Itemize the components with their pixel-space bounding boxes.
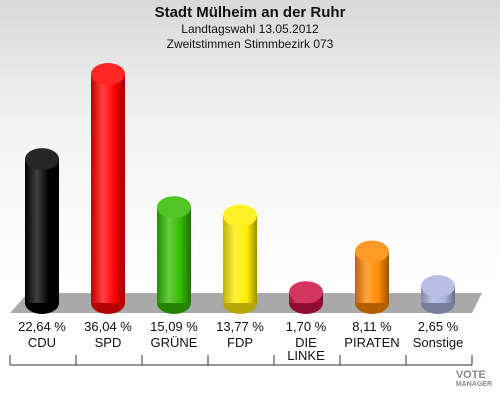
category-label: FDP — [227, 335, 253, 350]
value-label: 36,04 % — [84, 319, 132, 334]
bar-top — [25, 148, 59, 171]
bar-grüne — [157, 196, 191, 314]
bar-die — [289, 281, 323, 314]
category-label-line2: LINKE — [287, 348, 325, 363]
bar-body — [91, 74, 125, 303]
bar-top — [421, 275, 455, 298]
bar-spd — [91, 63, 125, 314]
value-label: 13,77 % — [216, 319, 264, 334]
category-label: PIRATEN — [344, 335, 399, 350]
category-label: CDU — [28, 335, 56, 350]
bar-fdp — [223, 204, 257, 314]
vote-manager-logo: VOTE MANAGER — [456, 370, 492, 390]
bar-piraten — [355, 240, 389, 314]
category-label: GRÜNE — [151, 335, 198, 350]
bar-body — [25, 159, 59, 303]
bar-body — [223, 215, 257, 303]
bar-cdu — [25, 148, 59, 314]
category-label: DIE — [295, 335, 317, 350]
bar-body — [157, 207, 191, 303]
logo-line1: VOTE — [455, 369, 486, 381]
category-label: Sonstige — [413, 335, 464, 350]
bar-sonstige — [421, 275, 455, 314]
bar-top — [355, 240, 389, 263]
value-label: 22,64 % — [18, 319, 66, 334]
value-label: 1,70 % — [286, 319, 327, 334]
bar-top — [91, 63, 125, 85]
category-label: SPD — [95, 335, 122, 350]
chart-subtitle-district: Zweitstimmen Stimmbezirk 073 — [166, 37, 334, 51]
bar-top — [157, 196, 191, 219]
value-label: 15,09 % — [150, 319, 198, 334]
logo-line2: MANAGER — [455, 381, 492, 388]
chart-title: Stadt Mülheim an der Ruhr — [154, 4, 346, 21]
value-label: 2,65 % — [418, 319, 459, 334]
chart-subtitle-date: Landtagswahl 13.05.2012 — [181, 22, 319, 36]
value-label: 8,11 % — [352, 319, 392, 334]
bar-top — [289, 281, 323, 304]
bar-top — [223, 204, 257, 227]
